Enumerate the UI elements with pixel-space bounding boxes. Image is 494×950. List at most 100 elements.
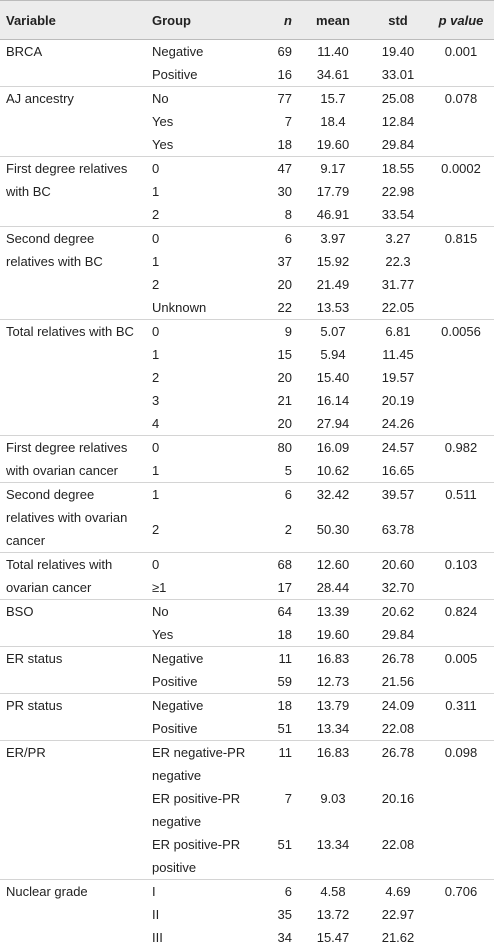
data-cell: III bbox=[152, 930, 163, 945]
data-cell: 4.69 bbox=[368, 879, 428, 903]
data-cell: 11 bbox=[268, 646, 298, 670]
data-cell: 5.07 bbox=[298, 319, 368, 343]
table-row: 3 21 16.14 20.19 bbox=[0, 389, 494, 412]
data-cell: ER positive-PR positive bbox=[152, 837, 241, 875]
data-cell: 34 bbox=[277, 930, 292, 945]
data-cell: 22.08 bbox=[381, 837, 415, 852]
data-cell: 18 bbox=[277, 137, 292, 152]
p-value-cell: 0.706 bbox=[428, 879, 494, 949]
column-header: std bbox=[368, 0, 428, 40]
data-cell: 32.42 bbox=[298, 482, 368, 518]
column-header: n bbox=[268, 0, 298, 40]
variable-cell: AJ ancestry bbox=[0, 86, 146, 157]
p-value-cell: 0.815 bbox=[428, 226, 494, 320]
table-row: Positive 16 34.61 33.01 bbox=[0, 63, 494, 87]
data-cell: Yes bbox=[152, 137, 174, 152]
table-row: Nuclear grade I 6 4.58 4.69 0.706 bbox=[0, 879, 494, 949]
data-cell: 22 bbox=[277, 300, 292, 315]
data-cell: I bbox=[146, 879, 268, 903]
data-cell: 5.94 bbox=[320, 347, 346, 362]
data-cell: 19.57 bbox=[381, 370, 415, 385]
data-cell: No bbox=[146, 86, 268, 110]
data-cell: 16.83 bbox=[298, 740, 368, 787]
data-cell: 47 bbox=[268, 156, 298, 180]
data-cell: 63.78 bbox=[381, 521, 415, 537]
variable-cell: ER status bbox=[0, 646, 146, 694]
data-cell: 39.57 bbox=[368, 482, 428, 518]
data-cell: 30 bbox=[277, 184, 292, 199]
p-value-cell: 0.098 bbox=[428, 740, 494, 880]
data-cell: 13.34 bbox=[316, 837, 350, 852]
column-header: Group bbox=[146, 0, 268, 40]
data-cell: 22.05 bbox=[381, 300, 415, 315]
data-cell: ER positive-PR negative bbox=[152, 791, 241, 829]
data-cell: No bbox=[146, 599, 268, 623]
data-cell: 22.97 bbox=[381, 907, 415, 922]
data-cell: 33.01 bbox=[381, 67, 415, 82]
data-cell: 15.47 bbox=[316, 930, 350, 945]
data-cell: 37 bbox=[277, 254, 292, 269]
data-cell: 18.55 bbox=[368, 156, 428, 180]
variable-cell: Second degree relatives with ovarian can… bbox=[0, 482, 146, 553]
table-row: 2 20 15.40 19.57 bbox=[0, 366, 494, 389]
data-cell: 12.60 bbox=[298, 552, 368, 576]
data-cell: 80 bbox=[268, 435, 298, 459]
data-cell: 24.09 bbox=[368, 693, 428, 717]
table-row: AJ ancestry No 77 15.7 25.08 0.078 bbox=[0, 86, 494, 157]
table-row: 1 30 17.79 22.98 bbox=[0, 180, 494, 203]
table-row: 2 8 46.91 33.54 bbox=[0, 203, 494, 227]
table-row: Yes 18 19.60 29.84 bbox=[0, 623, 494, 647]
data-cell: 1 bbox=[152, 463, 160, 478]
data-cell: 11.40 bbox=[298, 39, 368, 63]
data-cell: 13.79 bbox=[298, 693, 368, 717]
p-value-cell: 0.311 bbox=[428, 693, 494, 741]
p-value-cell: 0.0002 bbox=[428, 156, 494, 227]
data-cell: 13.72 bbox=[316, 907, 350, 922]
data-cell: 59 bbox=[277, 674, 292, 689]
variable-cell: First degree relatives with BC bbox=[0, 156, 146, 227]
data-cell: 13.53 bbox=[316, 300, 350, 315]
p-value-cell: 0.078 bbox=[428, 86, 494, 157]
data-cell: 64 bbox=[268, 599, 298, 623]
variable-cell: ER/PR bbox=[0, 740, 146, 880]
data-cell: 2 bbox=[152, 207, 160, 222]
data-cell: 17 bbox=[277, 580, 292, 595]
p-value-cell: 0.511 bbox=[428, 482, 494, 553]
data-cell: 77 bbox=[268, 86, 298, 110]
data-cell: 46.91 bbox=[316, 207, 350, 222]
table-header: Variable Group n mean std p value bbox=[0, 0, 494, 40]
p-value-cell: 0.982 bbox=[428, 435, 494, 483]
data-cell: 1 bbox=[152, 254, 160, 269]
column-header: p value bbox=[428, 0, 494, 40]
data-cell: 13.34 bbox=[316, 721, 350, 736]
data-cell: 7 bbox=[284, 114, 292, 129]
table-row: BRCA Negative 69 11.40 19.40 0.001 bbox=[0, 39, 494, 87]
data-cell: 1 bbox=[152, 347, 160, 362]
data-cell: Yes bbox=[152, 114, 174, 129]
data-cell: 2 bbox=[152, 277, 160, 292]
variable-cell: Second degree relatives with BC bbox=[0, 226, 146, 320]
table-row: First degree relatives with BC 0 47 9.17 18.… bbox=[0, 156, 494, 227]
data-cell: 0 bbox=[146, 435, 268, 459]
table-row: 4 20 27.94 24.26 bbox=[0, 412, 494, 436]
variable-cell: BRCA bbox=[0, 39, 146, 87]
data-cell: 19.60 bbox=[316, 627, 350, 642]
data-cell: 26.78 bbox=[368, 740, 428, 787]
data-cell: 35 bbox=[277, 907, 292, 922]
table-row: Unknown 22 13.53 22.05 bbox=[0, 296, 494, 320]
data-cell: Negative bbox=[146, 646, 268, 670]
data-cell: 7 bbox=[284, 791, 292, 806]
data-cell: 11 bbox=[268, 740, 298, 787]
data-cell: Negative bbox=[146, 39, 268, 63]
data-cell: 16 bbox=[277, 67, 292, 82]
data-cell: Unknown bbox=[152, 300, 207, 315]
table-row: ≥1 17 28.44 32.70 bbox=[0, 576, 494, 600]
data-cell: Positive bbox=[152, 67, 198, 82]
data-cell: ≥1 bbox=[152, 580, 167, 595]
data-cell: 18 bbox=[268, 693, 298, 717]
data-cell: 3.27 bbox=[368, 226, 428, 250]
table-row: BSO No 64 13.39 20.62 0.824 bbox=[0, 599, 494, 647]
data-cell: 51 bbox=[277, 721, 292, 736]
